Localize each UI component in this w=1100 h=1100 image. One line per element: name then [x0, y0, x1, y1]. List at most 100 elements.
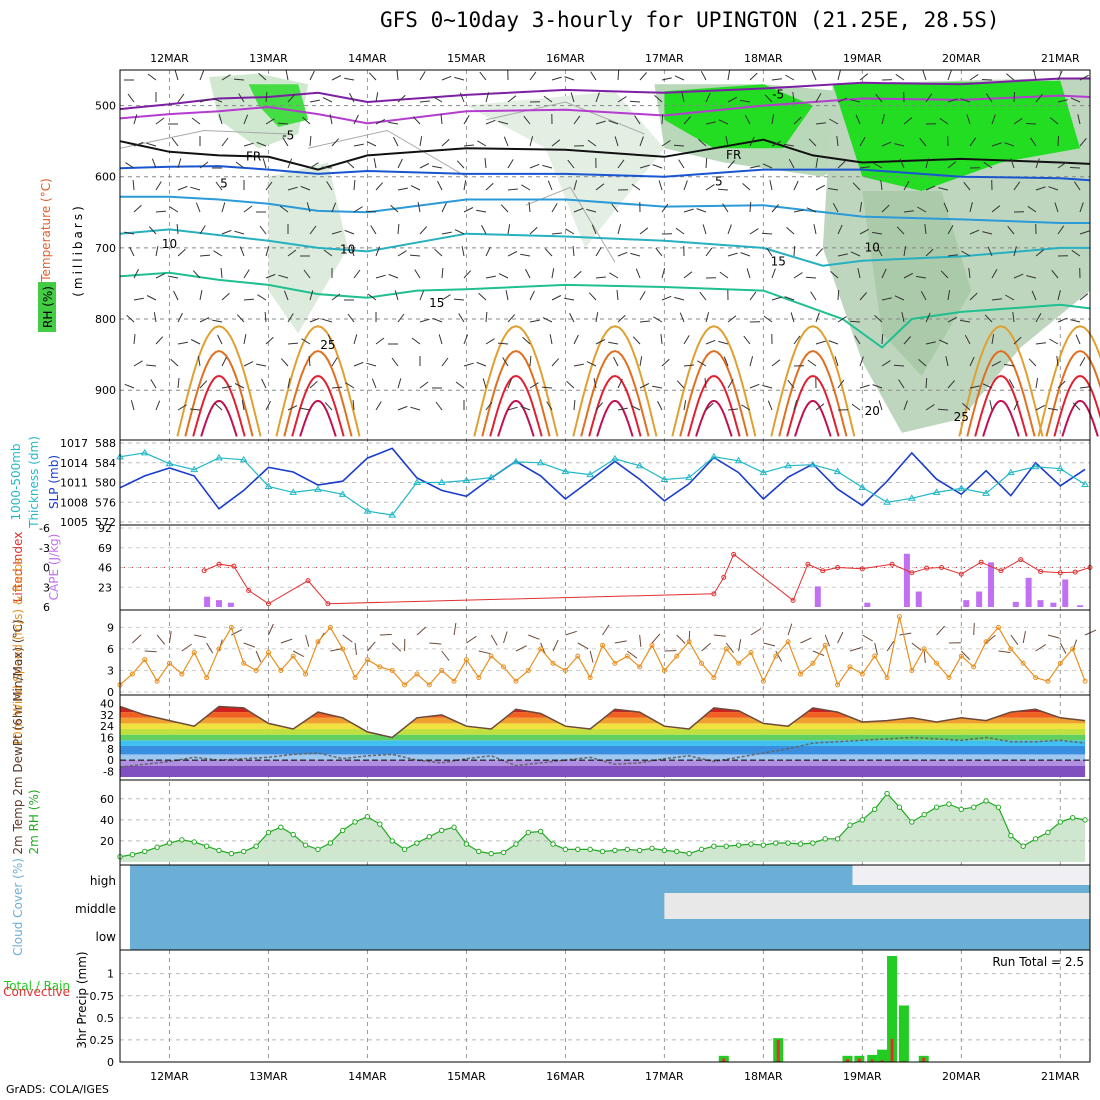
date-label-bottom: 18MAR: [744, 1070, 783, 1083]
cape-bar: [1050, 602, 1057, 607]
wind-barb: [652, 385, 663, 389]
panel-frame: [119, 949, 1091, 1063]
wind-barb: [132, 634, 142, 644]
wind-barb: [456, 160, 465, 169]
wind-barb: [744, 114, 751, 125]
thickness-marker: [289, 488, 298, 495]
cape-bar: [988, 562, 995, 607]
wind-barb: [453, 298, 465, 301]
wind-barb: [595, 183, 605, 191]
wind-barb: [176, 223, 179, 235]
wind-barb: [221, 356, 227, 367]
temp-contour-surface: [299, 399, 337, 437]
precip-tick: 0.75: [90, 990, 115, 1003]
wind-speed-marker: [637, 664, 643, 670]
date-label-top: 16MAR: [546, 52, 585, 65]
wind-barb: [213, 250, 223, 257]
temp-band: [120, 754, 1086, 761]
wind-barb: [969, 229, 980, 235]
wind-barb: [705, 184, 715, 191]
wind-barb: [463, 334, 469, 345]
pressure-axis-label: (millibars): [71, 203, 85, 297]
wind-barb: [124, 383, 135, 389]
wind-barb: [551, 139, 561, 147]
wind-speed-marker: [1008, 646, 1014, 652]
wind-barb: [595, 402, 604, 411]
wind-barb: [850, 251, 861, 257]
rh-marker: [315, 846, 321, 853]
thickness-marker: [388, 511, 397, 518]
wind-barb: [367, 293, 377, 301]
temp-contour-surface: [1061, 399, 1099, 437]
wind-barb: [1022, 631, 1026, 644]
wind-barb: [243, 205, 253, 213]
wind-barb: [683, 116, 691, 125]
precip-total-bar: [898, 1005, 909, 1062]
wind-barb: [786, 227, 795, 235]
wind-barb: [551, 295, 562, 301]
wind-barb: [1070, 319, 1081, 323]
date-label-bottom: 16MAR: [546, 1070, 585, 1083]
wind-barb: [639, 320, 650, 323]
wind-speed-marker: [1082, 678, 1088, 684]
lifted-index-marker: [731, 551, 737, 557]
wind-barb: [588, 292, 597, 301]
temp-contour-surface: [473, 325, 559, 437]
wind-barb: [837, 70, 841, 81]
wind-barb: [749, 72, 758, 81]
wind-barb: [282, 137, 289, 147]
credit-label: GrADS: COLA/IGES: [6, 1083, 109, 1096]
wind-barb: [742, 183, 751, 191]
wind-barb: [1010, 158, 1015, 169]
rh-marker: [179, 837, 185, 843]
wind-barb: [215, 181, 223, 191]
wind-barb: [1012, 312, 1015, 323]
wind-barb: [199, 225, 206, 235]
wind-speed-marker: [649, 642, 655, 648]
lifted-index-marker: [246, 588, 252, 594]
wind-barb: [542, 317, 553, 323]
temp-band: [120, 760, 1086, 766]
wind-barb: [705, 312, 710, 323]
wind-speed-marker: [142, 657, 148, 663]
wind-barb: [171, 137, 179, 147]
pressure-tick-label: 900: [95, 384, 116, 397]
rh-marker: [884, 790, 890, 797]
wind-barb: [551, 232, 562, 235]
wind-barb: [991, 114, 996, 125]
wind-barb: [940, 270, 949, 279]
wind-barb: [243, 642, 256, 648]
wind-tick: 0: [107, 686, 114, 699]
wind-barb: [349, 92, 355, 103]
wind-barb: [409, 254, 421, 257]
wind-barb: [243, 361, 254, 367]
wind-barb: [713, 634, 726, 637]
date-label-bottom: 19MAR: [843, 1070, 882, 1083]
temp-band: [120, 723, 1086, 730]
wind-barb: [331, 357, 338, 367]
wind-barb: [199, 380, 208, 389]
wind-barb: [1084, 629, 1097, 636]
wind-barb: [236, 314, 245, 323]
wind-barb: [520, 405, 531, 411]
precip-total-bar: [887, 956, 898, 1062]
wind-barb: [697, 360, 707, 367]
rh-shading: [862, 191, 972, 376]
wind-barb: [661, 77, 672, 81]
wind-barb: [699, 291, 707, 301]
wind-barb: [991, 205, 1001, 213]
wind-barb: [661, 140, 671, 147]
temp-contour-surface: [481, 350, 551, 437]
wind-speed-marker: [859, 671, 865, 677]
wind-barb: [947, 316, 958, 323]
wind-barb: [702, 224, 707, 235]
rh-shading: [664, 84, 813, 149]
thickness-marker: [536, 458, 545, 466]
temp-contour-surface: [497, 399, 535, 437]
wind-barb: [177, 248, 186, 257]
wind-barb: [507, 188, 518, 191]
rh-marker: [253, 843, 259, 849]
wind-barb: [573, 270, 582, 279]
rh-marker: [340, 827, 346, 834]
wind-barb: [679, 312, 685, 323]
